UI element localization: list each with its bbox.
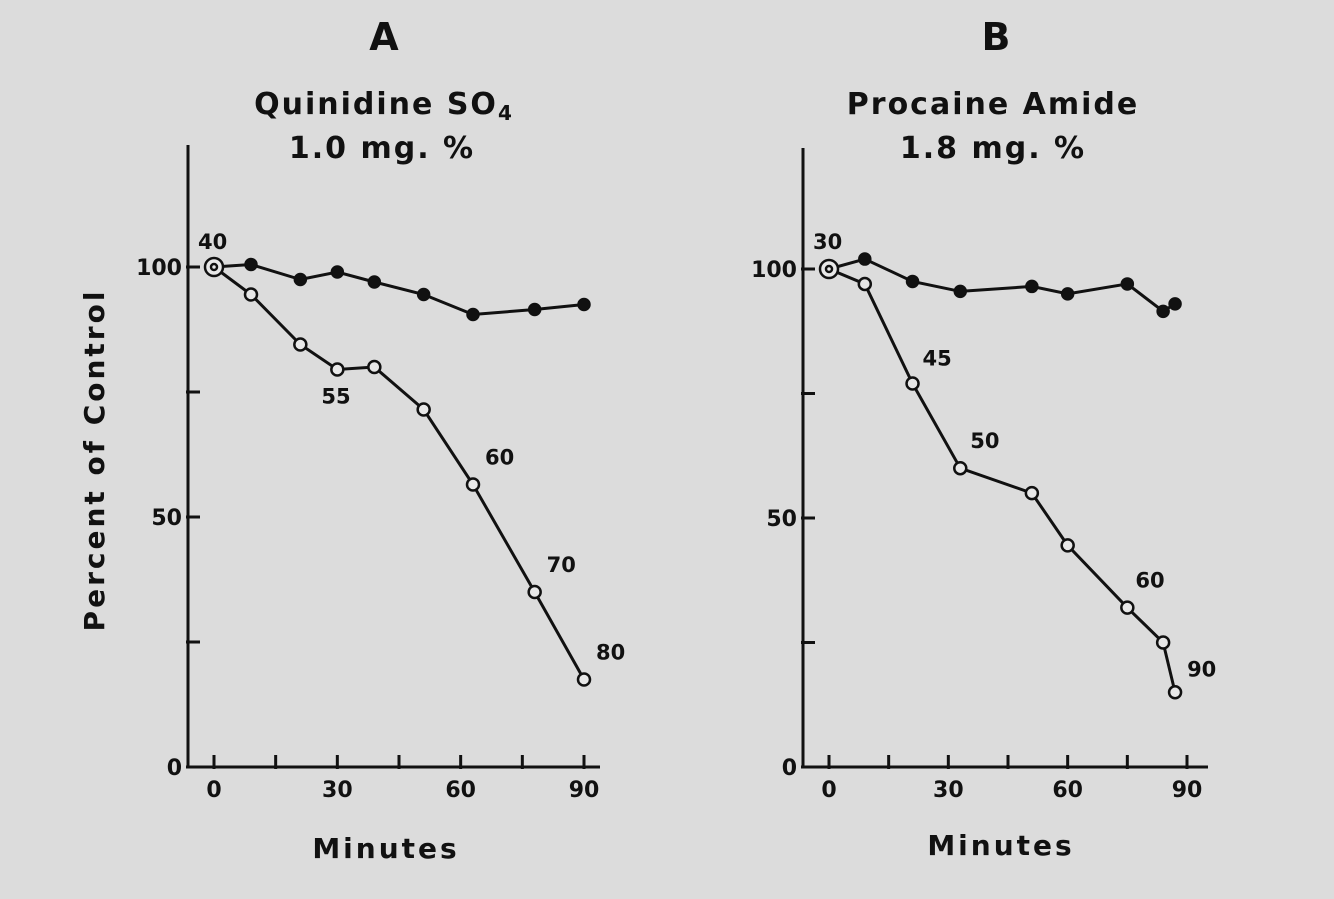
panel-b-y-tick-label: 50 (766, 507, 797, 532)
panel-b-point-label: 60 (1135, 569, 1164, 593)
panel-a-y-tick-label: 0 (167, 756, 182, 781)
panel-b-filled-point (953, 284, 968, 299)
panel-b-open-point (905, 376, 920, 391)
panel-b-filled-point (1060, 287, 1075, 301)
panel-b-point-label: 50 (970, 429, 999, 453)
panel-b-point-label: 45 (923, 347, 952, 371)
panel-a-x-tick-label: 0 (206, 778, 221, 803)
panel-b-open-point (953, 460, 968, 476)
panel-a-letter: A (369, 15, 399, 59)
panel-a-filled-point (527, 302, 542, 317)
panel-b-open-point (857, 276, 873, 292)
panel-b-plot: 0 50 100 0 30 60 90 30 45 50 60 90 (751, 148, 1216, 803)
panel-a-open-point (243, 287, 259, 302)
panel-a-y-tick-label: 100 (136, 256, 182, 281)
panel-a-x-axis-label: Minutes (312, 832, 459, 865)
panel-a-filled-point (330, 265, 345, 279)
panel-b-filled-point (1156, 304, 1170, 319)
panel-b-open-point (1024, 485, 1040, 501)
panel-a-open-point (465, 477, 481, 492)
panel-a-open-point (293, 337, 308, 352)
panel-a-open-point-center (209, 262, 219, 272)
panel-b-open-point (1155, 635, 1171, 650)
panel-a-filled-point (367, 275, 382, 289)
panel-a-open-point (416, 402, 431, 417)
panel-a-subtitle: 1.0 mg. % (289, 131, 475, 166)
panel-b-point-label: 90 (1187, 657, 1216, 681)
panel-b-filled-point (905, 274, 920, 289)
panel-b-open-point (1060, 538, 1075, 553)
panel-a-title-subscript: 4 (498, 101, 514, 125)
panel-b: B Procaine Amide 1.8 mg. % Minutes 0 50 10… (751, 15, 1216, 862)
panel-a-open-point (330, 362, 345, 377)
panel-a-open-point (576, 672, 592, 687)
panel-a-filled-point (244, 257, 258, 272)
panel-b-x-tick-label: 60 (1052, 778, 1083, 803)
panel-b-open-point-center (824, 264, 834, 274)
panel-b-filled-point (1168, 297, 1182, 311)
panel-a-filled-point (416, 287, 431, 302)
panel-a-filled-point (577, 297, 591, 312)
panel-a-x-tick-label: 90 (569, 778, 600, 803)
panel-b-y-tick-label: 100 (751, 258, 797, 283)
panel-a-filled-point (293, 272, 308, 287)
panel-a-point-label: 70 (547, 553, 576, 577)
panel-a-open-point (367, 359, 382, 375)
panel-a-title-main: Quinidine SO (254, 87, 498, 122)
panel-a-point-label: 60 (485, 446, 514, 470)
panel-b-point-label: 30 (813, 230, 842, 254)
panel-b-filled-point (858, 252, 872, 266)
panel-a-title: Quinidine SO4 (254, 87, 514, 125)
panel-b-letter: B (982, 15, 1011, 59)
panel-a-point-label: 80 (596, 641, 625, 665)
panel-b-filled-point (1025, 279, 1039, 294)
panel-b-subtitle: 1.8 mg. % (900, 131, 1086, 166)
panel-a-x-tick-label: 30 (322, 778, 353, 803)
panel-a-y-axis-label: Percent of Control (78, 289, 111, 632)
panel-b-x-axis-label: Minutes (927, 829, 1074, 862)
panel-a-plot: 0 50 100 0 30 60 90 40 55 60 70 80 (136, 145, 625, 803)
panel-a-point-label: 55 (321, 385, 350, 409)
panel-b-x-tick-label: 90 (1172, 778, 1203, 803)
panel-b-x-tick-label: 30 (933, 778, 964, 803)
panel-b-open-point (1120, 600, 1135, 615)
panel-b-x-tick-label: 0 (821, 778, 836, 803)
panel-a-x-tick-label: 60 (445, 778, 476, 803)
panel-b-title: Procaine Amide (847, 87, 1139, 122)
panel-b-open-point (1167, 685, 1183, 700)
panel-a-point-label: 40 (198, 230, 227, 254)
panel-a: A Quinidine SO4 1.0 mg. % Minutes Percen… (78, 15, 625, 865)
panel-b-filled-point (1120, 277, 1135, 291)
panel-a-filled-point (466, 307, 480, 322)
panel-a-open-point (527, 584, 542, 600)
panel-a-y-tick-label: 50 (151, 506, 182, 531)
panel-b-y-tick-label: 0 (782, 756, 797, 781)
